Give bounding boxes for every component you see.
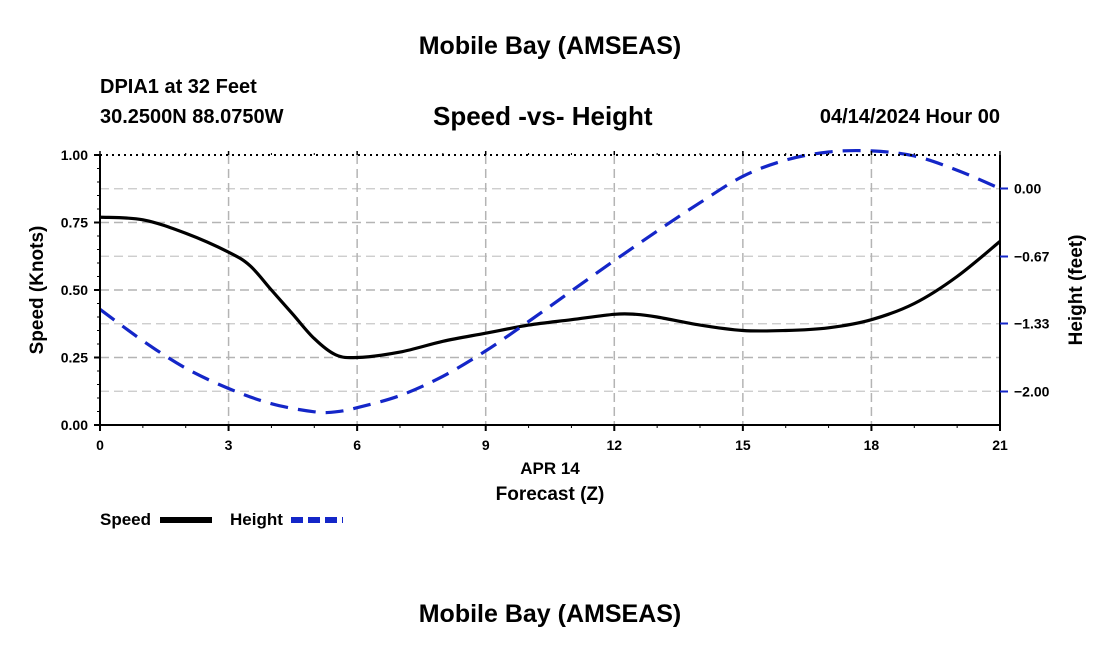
forecast-datetime: 04/14/2024 Hour 00 [819, 106, 1000, 128]
chart-subtitle: Speed -vs- Height [433, 101, 653, 131]
x-axis-date-label: APR 14 [520, 459, 580, 478]
grid [100, 155, 1000, 425]
y-right-tick-label: 0.00 [1014, 180, 1041, 196]
y-axis-left-label: Speed (Knots) [27, 226, 48, 355]
x-tick-label: 6 [353, 437, 361, 453]
x-tick-label: 0 [96, 437, 104, 453]
axes [99, 154, 1001, 426]
series-line-speed [99, 215, 1002, 360]
x-axis-label: Forecast (Z) [496, 484, 605, 505]
station-coordinates: 30.2500N 88.0750W [100, 106, 284, 128]
x-tick-label: 21 [992, 437, 1008, 453]
series-layer [99, 148, 1002, 415]
y-right-tick-label: −1.33 [1014, 315, 1050, 331]
legend-label-height: Height [230, 510, 283, 529]
y-left-tick-label: 0.25 [61, 350, 88, 366]
y-left-tick-label: 1.00 [61, 147, 88, 163]
station-label: DPIA1 at 32 Feet [100, 76, 257, 98]
y-right-tick-label: −2.00 [1014, 384, 1050, 400]
y-left-tick-label: 0.50 [61, 282, 88, 298]
footer-title: Mobile Bay (AMSEAS) [418, 600, 682, 628]
x-tick-label: 18 [864, 437, 880, 453]
x-tick-label: 3 [225, 437, 233, 453]
x-tick-label: 15 [735, 437, 751, 453]
y-left-tick-label: 0.75 [61, 215, 88, 231]
y-right-tick-label: −0.67 [1014, 249, 1050, 265]
series-line-height [99, 148, 1001, 415]
legend-label-speed: Speed [100, 510, 151, 529]
page-title: Mobile Bay (AMSEAS) [418, 32, 682, 60]
axis-labels: APR 14 Forecast (Z) Speed (Knots) Height (f… [27, 226, 1087, 505]
legend: Speed Height [100, 510, 343, 529]
y-axis-right-label: Height (feet) [1066, 235, 1087, 346]
y-left-tick-label: 0.00 [61, 417, 88, 433]
x-tick-label: 12 [606, 437, 622, 453]
x-tick-label: 9 [482, 437, 490, 453]
ticks: 0.00 0.25 0.50 0.75 1.00 0.00 −0.67 −1.33 −2.00 0… [61, 147, 1050, 453]
